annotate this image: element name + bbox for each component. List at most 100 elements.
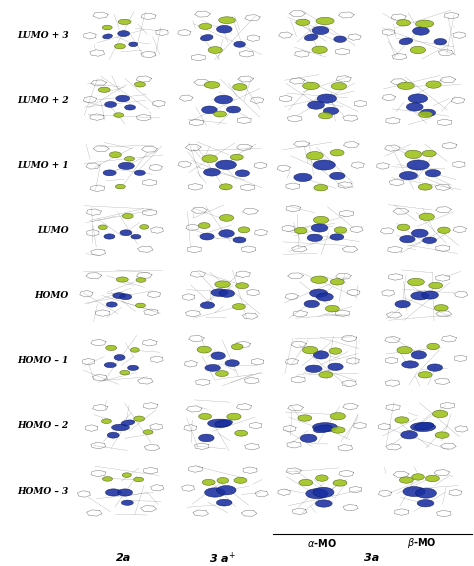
Ellipse shape bbox=[217, 478, 228, 483]
Ellipse shape bbox=[407, 160, 429, 170]
Ellipse shape bbox=[434, 38, 447, 45]
Ellipse shape bbox=[201, 302, 215, 308]
Ellipse shape bbox=[300, 434, 317, 443]
Ellipse shape bbox=[330, 278, 344, 285]
Ellipse shape bbox=[233, 237, 246, 243]
Ellipse shape bbox=[330, 234, 344, 240]
Ellipse shape bbox=[227, 106, 241, 113]
Ellipse shape bbox=[434, 305, 448, 311]
Text: HOMO – 3: HOMO – 3 bbox=[18, 487, 69, 495]
Ellipse shape bbox=[208, 46, 222, 53]
Text: 3 a$^{+}$: 3 a$^{+}$ bbox=[210, 551, 236, 566]
Ellipse shape bbox=[313, 425, 333, 433]
Ellipse shape bbox=[425, 170, 441, 177]
Ellipse shape bbox=[313, 487, 334, 498]
Ellipse shape bbox=[397, 20, 410, 26]
Ellipse shape bbox=[134, 477, 144, 482]
Ellipse shape bbox=[219, 215, 234, 221]
Ellipse shape bbox=[199, 23, 212, 29]
Ellipse shape bbox=[214, 95, 233, 104]
Ellipse shape bbox=[235, 430, 247, 436]
Text: 2a: 2a bbox=[116, 554, 131, 563]
Ellipse shape bbox=[410, 422, 436, 431]
Ellipse shape bbox=[311, 276, 328, 284]
Ellipse shape bbox=[140, 225, 149, 229]
Ellipse shape bbox=[399, 477, 413, 483]
Ellipse shape bbox=[111, 424, 129, 431]
Ellipse shape bbox=[118, 19, 131, 24]
Ellipse shape bbox=[114, 354, 125, 361]
Ellipse shape bbox=[104, 362, 116, 368]
Ellipse shape bbox=[418, 184, 432, 190]
Ellipse shape bbox=[98, 225, 107, 229]
Ellipse shape bbox=[234, 477, 247, 483]
Ellipse shape bbox=[419, 111, 432, 118]
Ellipse shape bbox=[106, 302, 117, 307]
Ellipse shape bbox=[313, 160, 335, 170]
Ellipse shape bbox=[125, 105, 136, 110]
Ellipse shape bbox=[333, 480, 347, 486]
Ellipse shape bbox=[105, 489, 121, 496]
Ellipse shape bbox=[307, 234, 322, 242]
Ellipse shape bbox=[201, 106, 217, 114]
Ellipse shape bbox=[316, 475, 328, 481]
Ellipse shape bbox=[319, 113, 332, 119]
Ellipse shape bbox=[125, 157, 135, 161]
Ellipse shape bbox=[400, 235, 415, 243]
Ellipse shape bbox=[215, 281, 230, 288]
Ellipse shape bbox=[398, 82, 414, 89]
Ellipse shape bbox=[107, 432, 119, 438]
Ellipse shape bbox=[312, 46, 327, 53]
Ellipse shape bbox=[422, 291, 438, 299]
Ellipse shape bbox=[116, 277, 128, 282]
Ellipse shape bbox=[403, 487, 425, 496]
Ellipse shape bbox=[106, 345, 117, 350]
Text: LUMO: LUMO bbox=[37, 226, 69, 235]
Ellipse shape bbox=[115, 44, 126, 49]
Ellipse shape bbox=[426, 81, 441, 88]
Ellipse shape bbox=[316, 500, 332, 507]
Ellipse shape bbox=[199, 434, 214, 442]
Ellipse shape bbox=[401, 431, 418, 439]
Ellipse shape bbox=[200, 233, 214, 240]
Ellipse shape bbox=[235, 170, 249, 177]
Ellipse shape bbox=[299, 479, 313, 486]
Ellipse shape bbox=[395, 417, 409, 423]
Ellipse shape bbox=[131, 234, 141, 239]
Ellipse shape bbox=[104, 234, 115, 239]
Ellipse shape bbox=[323, 108, 338, 114]
Text: HOMO – 2: HOMO – 2 bbox=[18, 422, 69, 430]
Ellipse shape bbox=[417, 500, 434, 507]
Ellipse shape bbox=[98, 87, 110, 92]
Ellipse shape bbox=[109, 152, 121, 158]
Ellipse shape bbox=[238, 227, 250, 233]
Ellipse shape bbox=[423, 237, 437, 243]
Ellipse shape bbox=[415, 422, 434, 430]
Ellipse shape bbox=[331, 83, 346, 90]
Ellipse shape bbox=[412, 474, 424, 480]
Ellipse shape bbox=[428, 282, 443, 289]
Ellipse shape bbox=[101, 419, 111, 423]
Ellipse shape bbox=[420, 109, 436, 117]
Ellipse shape bbox=[121, 420, 135, 426]
Ellipse shape bbox=[211, 289, 228, 297]
Ellipse shape bbox=[103, 34, 112, 39]
Ellipse shape bbox=[225, 360, 239, 367]
Ellipse shape bbox=[105, 101, 117, 108]
Ellipse shape bbox=[233, 84, 247, 91]
Ellipse shape bbox=[113, 293, 126, 298]
Ellipse shape bbox=[419, 213, 434, 220]
Ellipse shape bbox=[325, 306, 339, 312]
Ellipse shape bbox=[302, 346, 318, 354]
Ellipse shape bbox=[412, 27, 429, 35]
Ellipse shape bbox=[121, 500, 133, 505]
Ellipse shape bbox=[331, 427, 345, 433]
Ellipse shape bbox=[120, 230, 132, 235]
Ellipse shape bbox=[402, 361, 419, 368]
Ellipse shape bbox=[399, 38, 413, 45]
Ellipse shape bbox=[411, 229, 428, 237]
Ellipse shape bbox=[329, 172, 345, 179]
Ellipse shape bbox=[216, 371, 228, 376]
Ellipse shape bbox=[328, 363, 343, 370]
Ellipse shape bbox=[135, 82, 146, 87]
